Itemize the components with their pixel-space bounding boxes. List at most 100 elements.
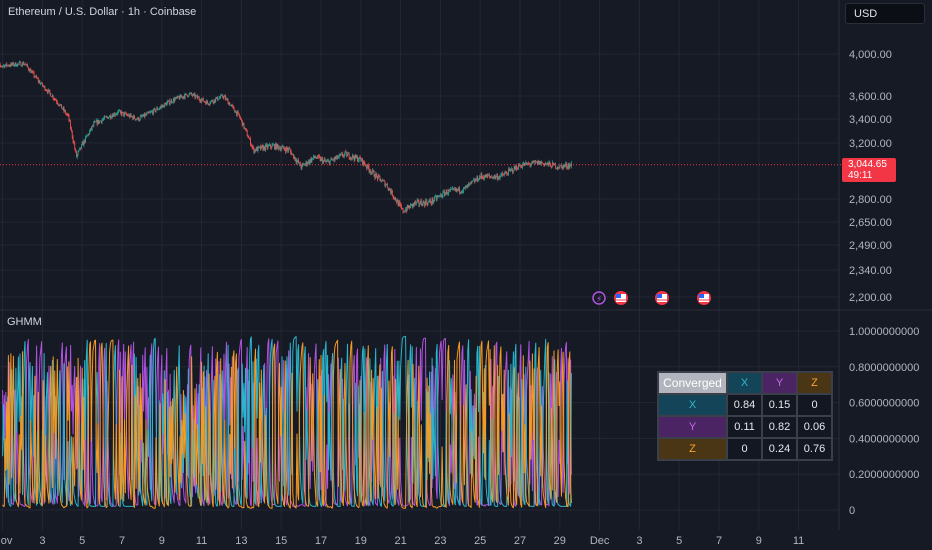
candle-body	[295, 160, 297, 163]
candle-body	[296, 160, 298, 163]
time-tick-label: 25	[474, 535, 486, 547]
candle-body	[231, 105, 232, 106]
candle-body	[126, 114, 128, 116]
candle-body	[289, 148, 290, 150]
time-tick-label: 7	[716, 535, 722, 547]
candle-body	[91, 125, 93, 130]
us-flag-icon[interactable]	[697, 291, 711, 305]
candle-body	[161, 106, 163, 108]
candle-body	[320, 158, 322, 161]
ghmm-line-y	[2, 337, 572, 507]
candle-body	[494, 175, 496, 178]
symbol-title[interactable]: Ethereum / U.S. Dollar · 1h · Coinbase	[8, 6, 197, 18]
candle-body	[522, 163, 524, 165]
candle-body	[383, 180, 385, 182]
event-icons[interactable]: ⚡	[592, 291, 711, 305]
lightning-event-icon[interactable]	[592, 291, 606, 305]
candle-body	[396, 200, 398, 203]
candle-body	[333, 159, 334, 161]
candle-body	[30, 69, 32, 73]
candle-body	[329, 160, 331, 165]
currency-selector[interactable]: USD	[845, 3, 925, 24]
candle-body	[238, 112, 240, 116]
candle-body	[179, 95, 181, 100]
candle-body	[387, 187, 389, 190]
candle-body	[420, 201, 421, 205]
candle-body	[70, 121, 71, 129]
candle-body	[146, 113, 148, 115]
candle-body	[298, 160, 300, 164]
candle-body	[449, 189, 450, 191]
candle-body	[11, 63, 13, 65]
candle-body	[388, 188, 390, 190]
candle-body	[117, 111, 119, 114]
candle-body	[265, 144, 266, 150]
candle-body	[119, 110, 121, 112]
candle-body	[166, 102, 168, 106]
candle-body	[230, 105, 232, 106]
price-tick-label: 3,200.00	[849, 138, 892, 150]
time-axis[interactable]: Nov 3 5 7 9 11 13 15 17 19 21 23 25 27 29 Dec 3 5 7 9 11	[0, 535, 804, 547]
candle-body	[12, 62, 14, 66]
candle-body	[74, 143, 76, 149]
candle-body	[240, 117, 241, 119]
candle-body	[317, 155, 319, 159]
candle-body	[144, 114, 146, 117]
candle-body	[522, 164, 523, 168]
candle-body	[48, 89, 50, 91]
candle-body	[0, 64, 1, 66]
candle-body	[147, 112, 149, 114]
candle-body	[547, 162, 549, 165]
table-row: X 0.84 0.15 0	[659, 395, 831, 415]
candle-body	[45, 90, 47, 91]
indicator-title[interactable]: GHMM	[7, 316, 42, 328]
candle-body	[354, 154, 356, 161]
candle-body	[71, 130, 73, 138]
candle-body	[415, 201, 416, 204]
candle-body	[481, 174, 483, 177]
candle-body	[352, 155, 354, 158]
us-flag-icon[interactable]	[614, 291, 628, 305]
price-axis[interactable]: 4,000.00 3,600.00 3,400.00 3,200.00 2,800.00…	[849, 49, 892, 304]
candle-body	[318, 155, 319, 157]
us-flag-icon[interactable]	[655, 291, 669, 305]
candle-body	[165, 103, 167, 106]
candle-body	[308, 160, 310, 164]
candle-body	[454, 189, 455, 190]
candle-body	[124, 112, 125, 116]
ghmm-axis[interactable]: 1.0000000000 0.8000000000 0.6000000000 0.40…	[849, 326, 919, 517]
candle-body	[516, 166, 518, 170]
candle-body	[51, 95, 53, 97]
candle-body	[217, 99, 219, 101]
candle-body	[236, 111, 237, 116]
candle-body	[363, 160, 365, 164]
candle-body	[141, 115, 143, 117]
candle-body	[497, 175, 499, 180]
candle-body	[462, 191, 464, 192]
candle-body	[521, 167, 523, 168]
candle-body	[307, 163, 309, 165]
candle-body	[290, 151, 292, 155]
candle-body	[294, 157, 296, 161]
candle-body	[358, 157, 360, 161]
candle-body	[42, 82, 43, 86]
candle-body	[366, 166, 368, 168]
table-cell: 0.82	[763, 417, 796, 437]
candle-body	[432, 198, 434, 202]
candle-body	[548, 161, 550, 165]
candle-body	[150, 111, 152, 113]
candle-body	[300, 166, 302, 169]
candle-body	[78, 149, 80, 152]
candle-body	[415, 201, 417, 204]
candle-body	[61, 104, 62, 109]
candle-body	[199, 99, 201, 102]
candle-body	[7, 65, 8, 66]
candle-body	[540, 161, 542, 164]
candle-body	[453, 188, 455, 190]
candle-body	[182, 96, 183, 98]
candle-body	[268, 145, 270, 147]
candle-body	[469, 182, 471, 184]
candle-body	[346, 152, 348, 157]
candle-body	[85, 136, 87, 137]
